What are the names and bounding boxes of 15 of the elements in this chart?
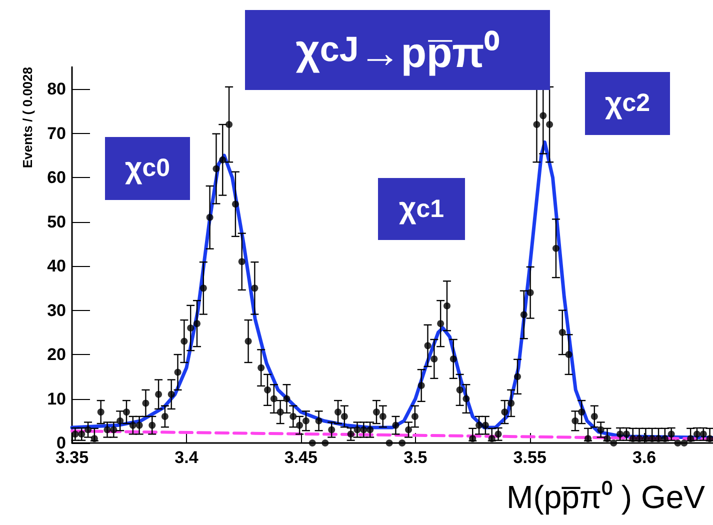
y-axis-title: Events / ( 0.0028 (20, 67, 35, 168)
y-tick-label: 40 (47, 256, 66, 276)
y-tick-label: 70 (47, 124, 66, 143)
y-tick-label: 30 (47, 300, 66, 320)
x-tick-label: 3.6 (632, 448, 656, 467)
y-tick-label: 80 (47, 80, 66, 99)
x-axis-title: M(pp̅π⁰ ) GeV (506, 478, 705, 517)
y-tick-label: 50 (47, 212, 66, 232)
x-tick-label: 3.5 (404, 448, 428, 467)
y-tick-label: 10 (47, 389, 66, 408)
x-tick-label: 3.45 (284, 448, 318, 467)
y-tick-label: 20 (47, 345, 66, 364)
y-tick-label: 60 (47, 168, 66, 188)
x-tick-label: 3.55 (513, 448, 546, 467)
x-tick-label: 3.4 (174, 448, 199, 467)
